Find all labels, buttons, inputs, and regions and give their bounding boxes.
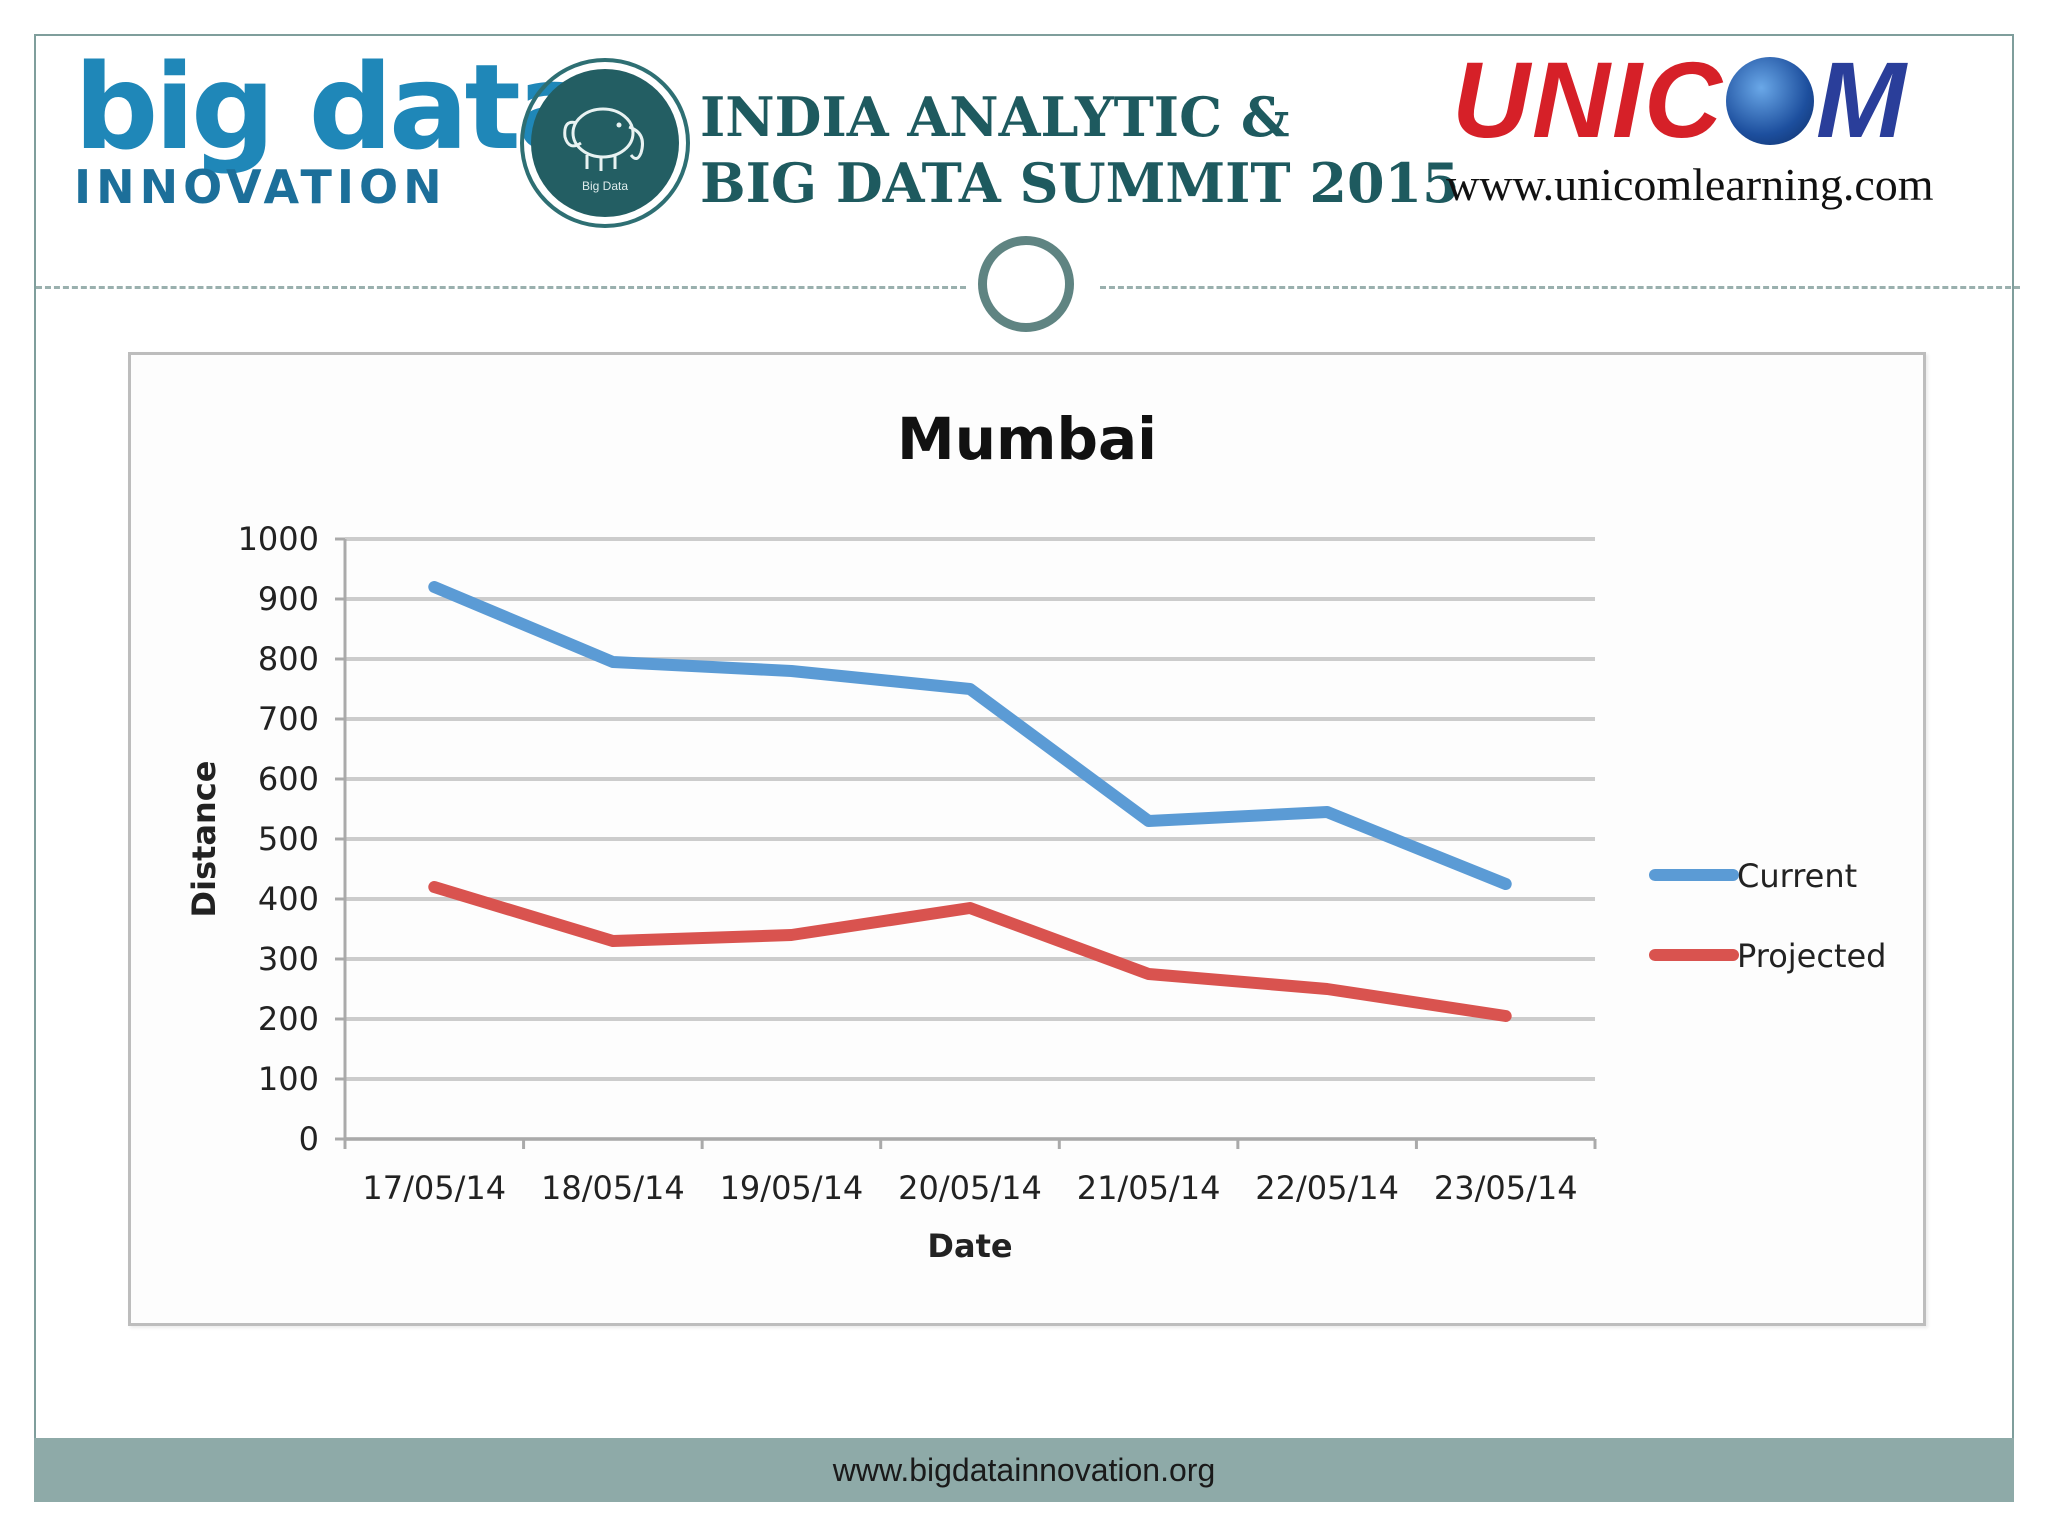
y-tick-label: 800	[258, 640, 319, 678]
footer-bar: www.bigdatainnovation.org	[34, 1438, 2014, 1502]
logo-main-text: big data	[74, 38, 597, 176]
y-tick-label: 200	[258, 1000, 319, 1038]
footer-url[interactable]: www.bigdatainnovation.org	[832, 1452, 1216, 1488]
series-line-current	[428, 581, 1512, 890]
globe-icon	[1726, 57, 1814, 145]
header-divider-right	[1100, 286, 2020, 289]
y-tick-label: 900	[258, 580, 319, 618]
y-axis-title: Distance	[185, 761, 223, 918]
summit-title: INDIA ANALYTIC & BIG DATA SUMMIT 2015	[700, 84, 1460, 216]
logo-sub-text: INNOVATION	[74, 160, 447, 214]
x-tick-label: 23/05/14	[1434, 1169, 1578, 1207]
summit-title-line1: INDIA ANALYTIC &	[700, 85, 1290, 149]
y-tick-label: 100	[258, 1060, 319, 1098]
x-tick-label: 18/05/14	[541, 1169, 685, 1207]
elephant-icon	[563, 107, 644, 171]
y-tick-label: 1000	[238, 520, 319, 558]
line-chart: Mumbai 0 100 200 300 400 500 600 700 800 900 1000 17…	[185, 405, 1886, 1265]
unicom-wordmark: UNIC M	[1452, 39, 1908, 160]
x-tick-label: 20/05/14	[898, 1169, 1042, 1207]
legend-label-projected: Projected	[1737, 937, 1886, 975]
y-tick-label: 0	[299, 1120, 319, 1158]
legend-label-current: Current	[1737, 857, 1857, 895]
chart-title: Mumbai	[897, 405, 1157, 473]
badge-inner: Big Data	[531, 69, 679, 217]
y-tick-label: 400	[258, 880, 319, 918]
y-tick-label: 500	[258, 820, 319, 858]
y-tick-label: 600	[258, 760, 319, 798]
y-tick-label: 700	[258, 700, 319, 738]
big-data-innovation-logo: big data INNOVATION	[74, 38, 597, 214]
x-tick-label: 21/05/14	[1077, 1169, 1221, 1207]
x-tick-label: 22/05/14	[1255, 1169, 1399, 1207]
unicom-logo: UNIC M www.unicomlearning.com	[1446, 39, 1934, 211]
header-divider-left	[36, 286, 966, 289]
elephant-badge: Big Data	[520, 58, 690, 228]
chart-frame: Mumbai 0 100 200 300 400 500 600 700 800 900 1000 17…	[128, 352, 1926, 1326]
x-axis-title: Date	[927, 1227, 1012, 1265]
badge-text: Big Data	[581, 179, 629, 193]
x-tick-label: 17/05/14	[362, 1169, 506, 1207]
y-tick-label: 300	[258, 940, 319, 978]
unicom-url: www.unicomlearning.com	[1446, 159, 1934, 210]
x-tick-label: 19/05/14	[720, 1169, 864, 1207]
series-line-projected	[428, 881, 1512, 1022]
divider-ring-icon	[978, 236, 1074, 332]
summit-title-line2: BIG DATA SUMMIT 2015	[700, 151, 1460, 215]
